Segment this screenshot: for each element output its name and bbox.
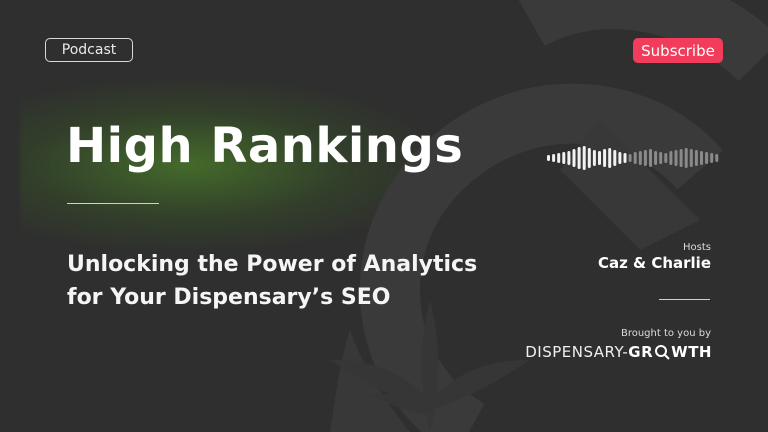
subtitle-line-2: for Your Dispensary’s SEO: [67, 285, 391, 310]
wave-bar: [684, 148, 688, 168]
brand-right-b: WTH: [671, 343, 712, 361]
wave-bar: [715, 154, 719, 162]
wave-bar: [552, 154, 556, 162]
wave-bar: [710, 153, 714, 163]
wave-bar: [547, 155, 550, 161]
sponsor-logo: DISPENSARY- GR WTH: [525, 343, 712, 361]
wave-bar: [592, 150, 596, 166]
wave-bar: [618, 152, 622, 164]
wave-bar: [623, 153, 627, 163]
audio-wave-icon: [547, 146, 719, 170]
episode-title: High Rankings: [66, 118, 464, 174]
cannabis-leaf-icon: [330, 300, 530, 432]
wave-bar: [603, 149, 607, 167]
wave-bar: [628, 154, 632, 162]
subtitle-line-1: Unlocking the Power of Analytics: [67, 252, 478, 277]
wave-bar: [694, 150, 698, 166]
wave-bar: [689, 149, 693, 167]
title-glow: [20, 80, 440, 250]
podcast-badge: Podcast: [45, 38, 133, 62]
wave-bar: [562, 152, 566, 164]
wave-bar: [587, 148, 591, 168]
sponsor-label: Brought to you by: [620, 328, 711, 339]
wave-bar: [705, 152, 709, 164]
hosts-divider: [659, 299, 710, 300]
wave-bar: [598, 151, 601, 165]
subscribe-button[interactable]: Subscribe: [633, 38, 723, 63]
hosts-names: Caz & Charlie: [597, 254, 711, 272]
wave-bar: [608, 148, 612, 168]
wave-bar: [654, 151, 658, 165]
wave-bar: [659, 152, 663, 164]
episode-subtitle: Unlocking the Power of Analytics for You…: [67, 248, 507, 314]
wave-bar: [664, 153, 668, 163]
wave-bar: [557, 153, 561, 163]
brand-right-a: GR: [628, 343, 654, 361]
wave-bar: [572, 149, 576, 167]
wave-bar: [679, 149, 683, 167]
wave-bar: [567, 151, 571, 165]
title-divider: [67, 203, 159, 204]
wave-bar: [633, 152, 637, 164]
wave-bar: [643, 150, 647, 166]
wave-bar: [582, 146, 586, 170]
wave-bar: [700, 151, 703, 165]
brand-left: DISPENSARY-: [525, 343, 629, 361]
wave-bar: [638, 151, 642, 165]
hosts-label: Hosts: [683, 242, 711, 253]
wave-bar: [674, 150, 678, 166]
wave-bar: [649, 149, 652, 167]
magnifier-icon: [654, 344, 670, 360]
wave-bar: [613, 150, 617, 166]
wave-bar: [669, 151, 673, 165]
wave-bar: [577, 147, 581, 169]
